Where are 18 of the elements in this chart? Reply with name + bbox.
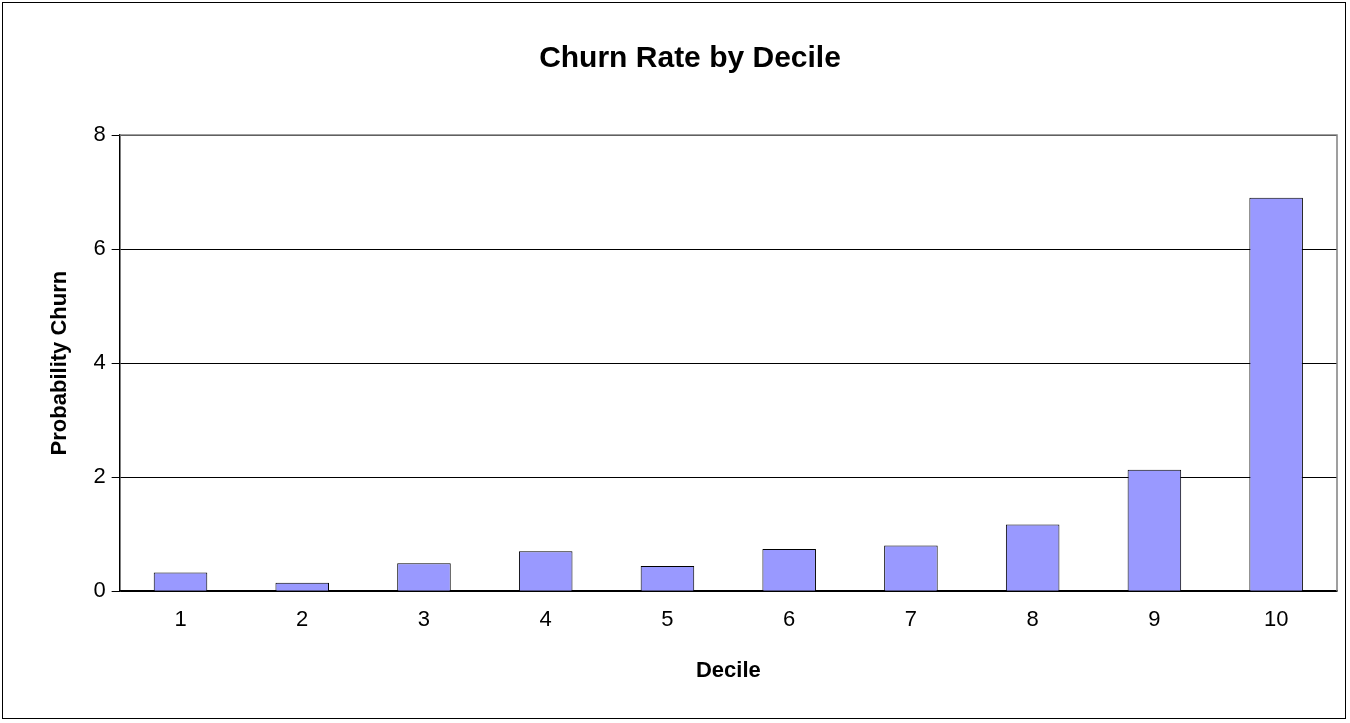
y-tick-label: 0	[93, 577, 106, 603]
y-tick-label: 2	[93, 463, 106, 489]
x-tick-label: 2	[296, 606, 309, 632]
y-axis-title: Probability Churn	[46, 270, 72, 456]
x-axis-title: Decile	[695, 656, 761, 682]
x-tick-label: 9	[1148, 606, 1161, 632]
x-tick-label: 3	[417, 606, 431, 632]
x-tick-label: 6	[783, 606, 796, 632]
x-tick-label: 7	[904, 606, 918, 632]
x-tick-label: 5	[661, 606, 674, 632]
chart-title: Churn Rate by Decile	[539, 40, 841, 74]
x-tick-label: 8	[1026, 606, 1039, 632]
x-tick-label: 10	[1263, 606, 1289, 632]
x-tick-label: 4	[539, 606, 552, 632]
x-tick-label: 1	[174, 606, 187, 632]
y-tick-label: 4	[93, 349, 106, 375]
y-tick-label: 6	[93, 235, 106, 261]
y-tick-label: 8	[93, 121, 106, 147]
